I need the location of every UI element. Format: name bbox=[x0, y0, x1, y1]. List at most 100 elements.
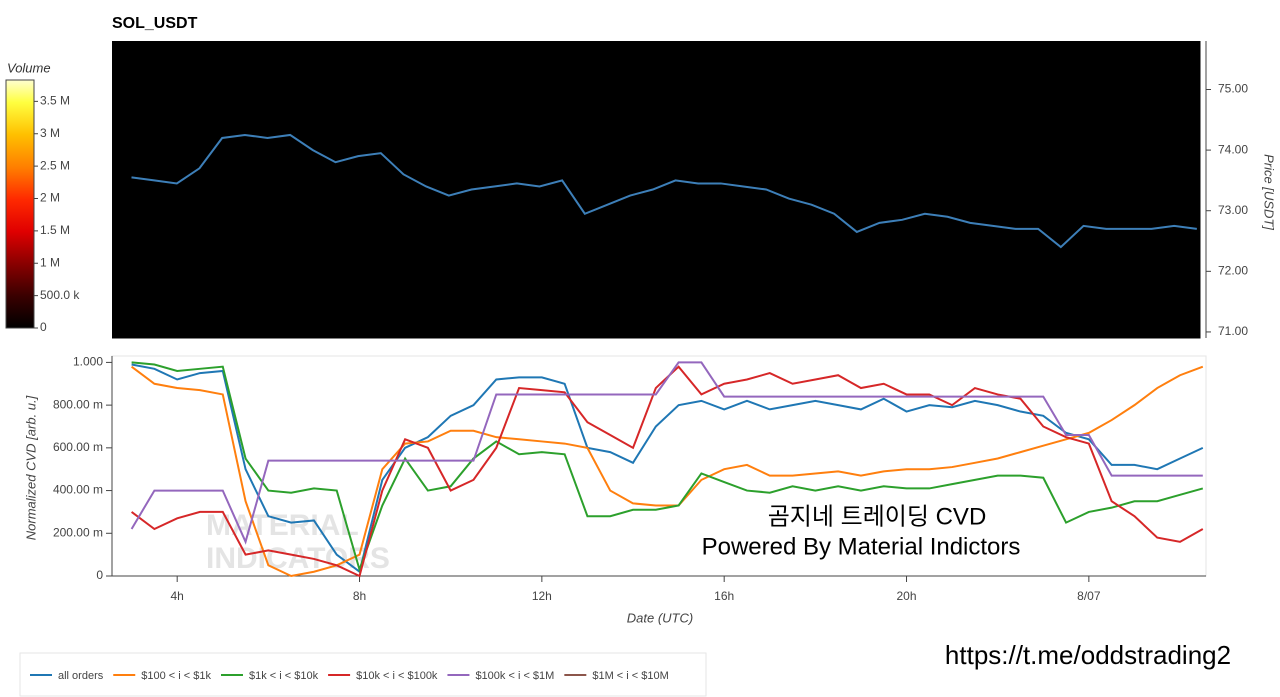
heatmap-cell bbox=[429, 247, 476, 278]
heatmap-cell bbox=[157, 95, 204, 127]
heatmap-cell bbox=[112, 307, 158, 339]
chart-title: SOL_USDT bbox=[112, 15, 198, 32]
heatmap-cell bbox=[520, 216, 566, 248]
heatmap-cell bbox=[746, 95, 793, 127]
heatmap-cell bbox=[973, 247, 1020, 278]
heatmap-cell bbox=[701, 247, 748, 278]
heatmap-cell bbox=[837, 95, 884, 127]
heatmap-cell bbox=[1018, 95, 1065, 127]
heatmap-cell bbox=[474, 307, 521, 339]
heatmap-cell bbox=[202, 41, 249, 66]
heatmap-cell bbox=[248, 307, 294, 339]
colorbar-tick-label: 500.0 k bbox=[40, 288, 80, 302]
heatmap-cell bbox=[384, 307, 430, 339]
heatmap-cell bbox=[293, 41, 340, 66]
heatmap-cell bbox=[973, 216, 1020, 248]
heatmap-cell bbox=[565, 307, 612, 339]
y-tick-label: 73.00 bbox=[1218, 203, 1248, 217]
heatmap-cell bbox=[112, 65, 158, 97]
heatmap-cell bbox=[202, 247, 249, 278]
heatmap-cell bbox=[1018, 307, 1065, 339]
heatmap-cell bbox=[248, 41, 294, 66]
heatmap-cell bbox=[293, 216, 340, 248]
heatmap-cell bbox=[384, 186, 430, 218]
heatmap-cell bbox=[293, 95, 340, 127]
heatmap-cell bbox=[1018, 186, 1065, 218]
heatmap-cell bbox=[429, 65, 476, 97]
heatmap-cell bbox=[1018, 277, 1065, 309]
heatmap-cell bbox=[610, 247, 657, 278]
heatmap-cell bbox=[565, 156, 612, 187]
heatmap-cell bbox=[202, 277, 249, 309]
heatmap-cell bbox=[928, 307, 974, 339]
heatmap-cell bbox=[746, 41, 793, 66]
footer-link[interactable]: https://t.me/oddstrading2 bbox=[945, 640, 1231, 670]
heatmap-cell bbox=[1109, 277, 1156, 309]
heatmap-cell bbox=[1154, 125, 1201, 157]
heatmap-cell bbox=[1154, 65, 1201, 97]
heatmap-cell bbox=[384, 216, 430, 248]
heatmap-cell bbox=[1154, 95, 1201, 127]
heatmap-cell bbox=[1064, 156, 1110, 187]
heatmap-cell bbox=[882, 277, 929, 309]
heatmap-cell bbox=[610, 156, 657, 187]
heatmap-cell bbox=[520, 186, 566, 218]
heatmap-cell bbox=[338, 125, 385, 157]
heatmap-cell bbox=[565, 41, 612, 66]
heatmap-cell bbox=[429, 125, 476, 157]
heatmap-cell bbox=[928, 156, 974, 187]
heatmap-cell bbox=[1109, 41, 1156, 66]
heatmap-cell bbox=[338, 247, 385, 278]
y-tick-label: 200.00 m bbox=[53, 525, 103, 539]
y-tick-label: 400.00 m bbox=[53, 483, 103, 497]
heatmap-cell bbox=[1109, 125, 1156, 157]
heatmap-cell bbox=[973, 65, 1020, 97]
x-tick-label: 8/07 bbox=[1077, 589, 1101, 603]
heatmap-cell bbox=[1064, 65, 1110, 97]
heatmap-cell bbox=[338, 156, 385, 187]
heatmap-cell bbox=[248, 216, 294, 248]
colorbar-tick-label: 2 M bbox=[40, 191, 60, 205]
heatmap-cell bbox=[112, 277, 158, 309]
heatmap-cell bbox=[1018, 247, 1065, 278]
heatmap-cell bbox=[1064, 186, 1110, 218]
heatmap-cell bbox=[474, 216, 521, 248]
y-tick-label: 75.00 bbox=[1218, 82, 1248, 96]
heatmap-cell bbox=[1109, 65, 1156, 97]
heatmap-cell bbox=[338, 41, 385, 66]
heatmap-cell bbox=[565, 95, 612, 127]
heatmap-cell bbox=[973, 186, 1020, 218]
heatmap-cell bbox=[882, 247, 929, 278]
heatmap-cell bbox=[338, 95, 385, 127]
heatmap-cell bbox=[384, 95, 430, 127]
annotation: 곰지네 트레이딩 CVD bbox=[768, 503, 987, 530]
heatmap-cell bbox=[882, 156, 929, 187]
heatmap-cell bbox=[112, 125, 158, 157]
heatmap-cell bbox=[1154, 186, 1201, 218]
heatmap-cell bbox=[701, 65, 748, 97]
heatmap-cell bbox=[1018, 41, 1065, 66]
colorbar-tick-label: 0 bbox=[40, 320, 47, 334]
heatmap-cell bbox=[656, 95, 702, 127]
heatmap-cell bbox=[656, 125, 702, 157]
heatmap-cell bbox=[973, 307, 1020, 339]
heatmap-cell bbox=[157, 125, 204, 157]
heatmap-cell bbox=[792, 41, 838, 66]
heatmap-cell bbox=[1154, 216, 1201, 248]
heatmap-cell bbox=[610, 186, 657, 218]
heatmap-cell bbox=[112, 186, 158, 218]
heatmap-cell bbox=[1018, 125, 1065, 157]
heatmap-cell bbox=[157, 216, 204, 248]
heatmap-cell bbox=[1154, 41, 1201, 66]
heatmap-cell bbox=[928, 186, 974, 218]
heatmap-cell bbox=[656, 186, 702, 218]
cvd-line bbox=[131, 363, 1204, 574]
heatmap-cell bbox=[293, 156, 340, 187]
heatmap-cell bbox=[248, 65, 294, 97]
heatmap-cell bbox=[656, 216, 702, 248]
heatmap-cell bbox=[520, 95, 566, 127]
heatmap-cell bbox=[837, 186, 884, 218]
colorbar-tick-label: 1.5 M bbox=[40, 223, 70, 237]
heatmap-cell bbox=[792, 307, 838, 339]
heatmap-cell bbox=[293, 247, 340, 278]
